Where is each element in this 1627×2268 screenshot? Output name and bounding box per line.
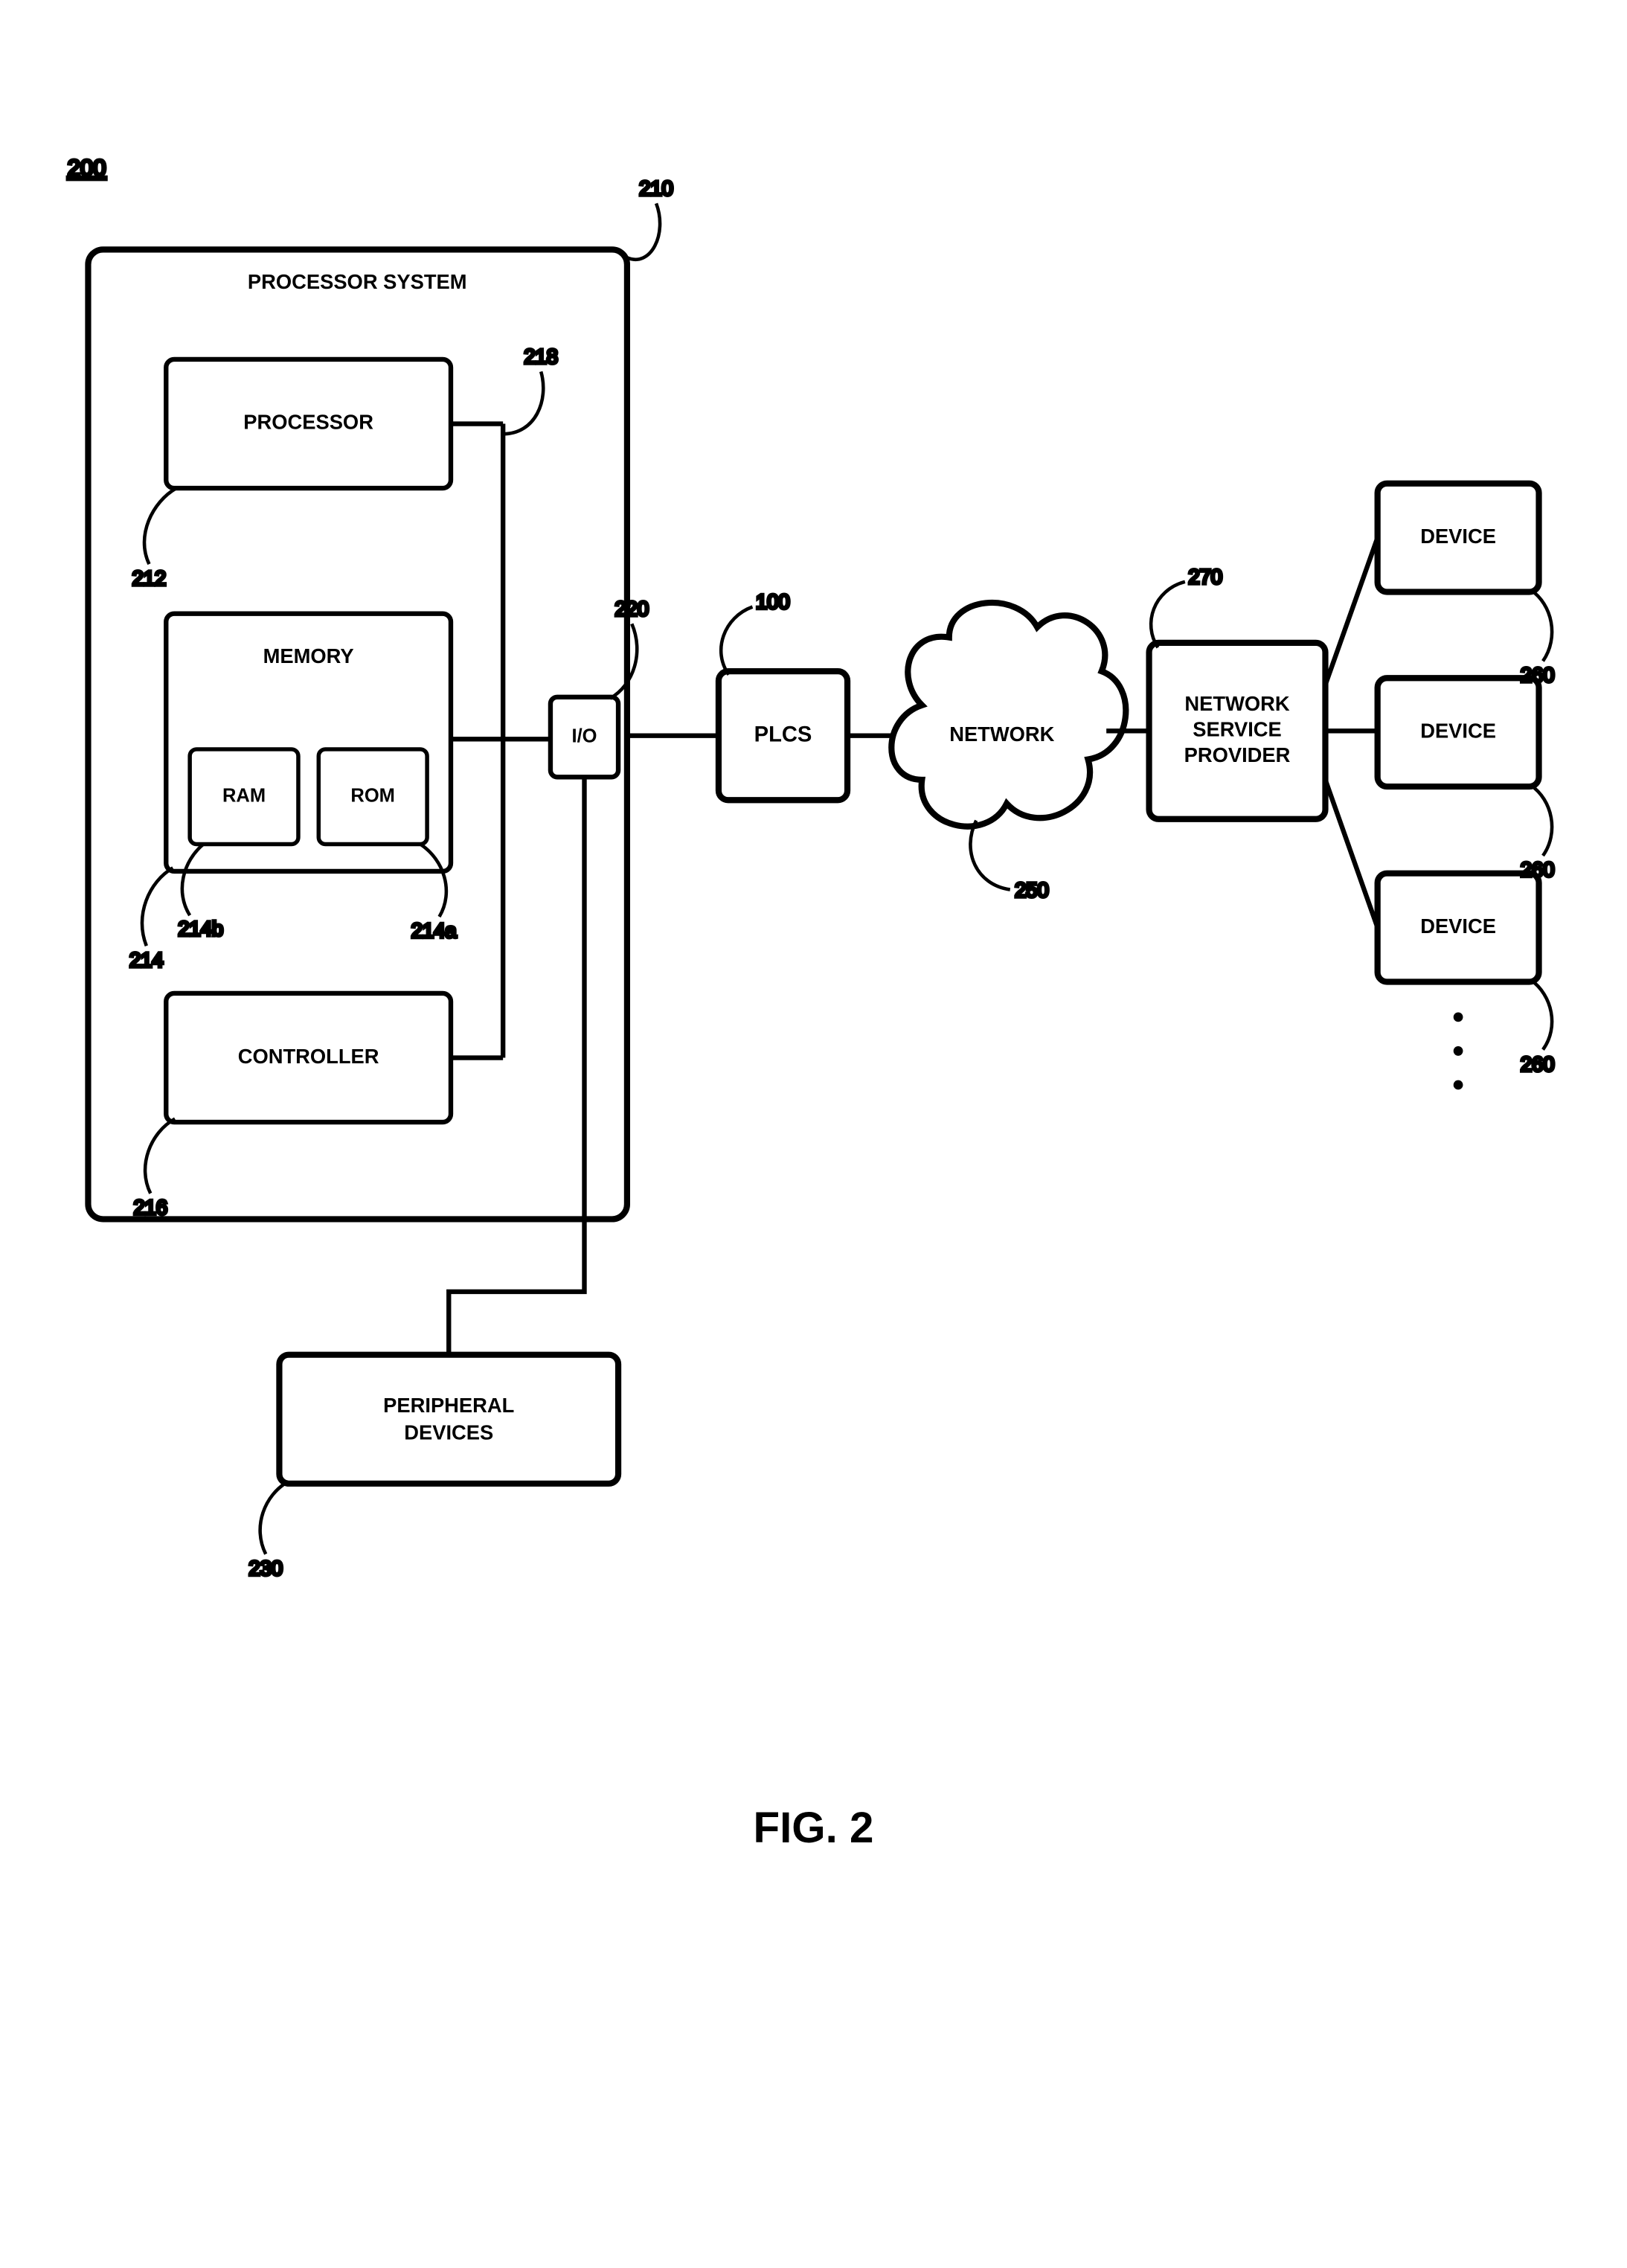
peripheral-devices-box — [279, 1355, 618, 1484]
ref-260-1: 260 — [1521, 664, 1555, 687]
ref-220: 220 — [614, 597, 649, 620]
ref-212: 212 — [132, 566, 167, 589]
link-nsp-device1 — [1325, 538, 1377, 685]
ref-218: 218 — [524, 345, 558, 368]
peripheral-devices-label-2: DEVICES — [404, 1421, 493, 1444]
ref-214b: 214b — [178, 917, 223, 940]
ref-214a: 214a — [411, 919, 458, 942]
ref-250: 250 — [1015, 879, 1049, 902]
ref-216: 216 — [133, 1196, 167, 1219]
network-label: NETWORK — [949, 723, 1054, 746]
figure-caption: FIG. 2 — [754, 1804, 874, 1852]
ref-260-3: 260 — [1521, 1053, 1555, 1076]
processor-label: PROCESSOR — [243, 411, 373, 434]
ref-214: 214 — [129, 948, 164, 971]
network-cloud — [891, 603, 1126, 827]
processor-system-label: PROCESSOR SYSTEM — [248, 270, 467, 293]
nsp-label-2: SERVICE — [1193, 718, 1281, 741]
io-label: I/O — [571, 725, 597, 746]
peripheral-devices-label-1: PERIPHERAL — [383, 1394, 514, 1417]
ref-100: 100 — [756, 590, 790, 613]
plcs-label: PLCS — [754, 723, 812, 746]
ref-260-2: 260 — [1521, 858, 1555, 881]
ellipsis-dots — [1454, 1012, 1463, 1089]
ref-200: 200 — [68, 155, 106, 181]
ram-label: RAM — [222, 785, 266, 806]
ref-230: 230 — [248, 1557, 283, 1580]
nsp-label-3: PROVIDER — [1184, 743, 1291, 766]
controller-label: CONTROLLER — [238, 1045, 379, 1068]
device-label-2: DEVICE — [1420, 719, 1496, 742]
nsp-label-1: NETWORK — [1184, 692, 1289, 715]
ref-210: 210 — [639, 176, 673, 199]
ref-270: 270 — [1188, 566, 1222, 589]
link-nsp-device3 — [1325, 780, 1377, 928]
device-label-3: DEVICE — [1420, 914, 1496, 938]
memory-label: MEMORY — [263, 644, 354, 667]
device-label-1: DEVICE — [1420, 525, 1496, 548]
rom-label: ROM — [350, 785, 395, 806]
figure-2-diagram: PROCESSOR SYSTEM PROCESSOR MEMORY RAM RO… — [0, 0, 1627, 2268]
